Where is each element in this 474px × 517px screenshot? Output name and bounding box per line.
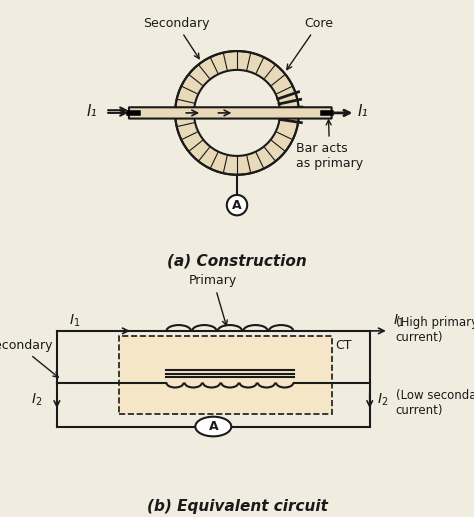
Text: Core: Core (287, 17, 333, 70)
Text: $I_1$: $I_1$ (69, 312, 80, 329)
Text: I₁: I₁ (87, 104, 97, 119)
Text: $I_1$: $I_1$ (393, 312, 405, 329)
Text: (a) Construction: (a) Construction (167, 253, 307, 268)
Text: Secondary: Secondary (0, 339, 58, 377)
Text: (b) Equivalent circuit: (b) Equivalent circuit (146, 499, 328, 514)
Text: Bar acts
as primary: Bar acts as primary (296, 120, 363, 170)
Text: CT: CT (336, 339, 352, 352)
FancyBboxPatch shape (118, 336, 332, 414)
Text: A: A (209, 420, 218, 433)
Circle shape (194, 70, 280, 156)
Circle shape (227, 195, 247, 216)
Text: I₁: I₁ (358, 104, 369, 119)
Polygon shape (175, 51, 299, 175)
Text: (High primary
current): (High primary current) (396, 315, 474, 344)
Text: Primary: Primary (189, 275, 237, 325)
FancyBboxPatch shape (129, 107, 332, 118)
Text: (Low secondary
current): (Low secondary current) (396, 389, 474, 417)
Text: Secondary: Secondary (143, 17, 210, 58)
Circle shape (195, 417, 231, 436)
Text: A: A (232, 199, 242, 211)
Text: $I_2$: $I_2$ (377, 391, 388, 408)
Text: $I_2$: $I_2$ (31, 391, 43, 408)
